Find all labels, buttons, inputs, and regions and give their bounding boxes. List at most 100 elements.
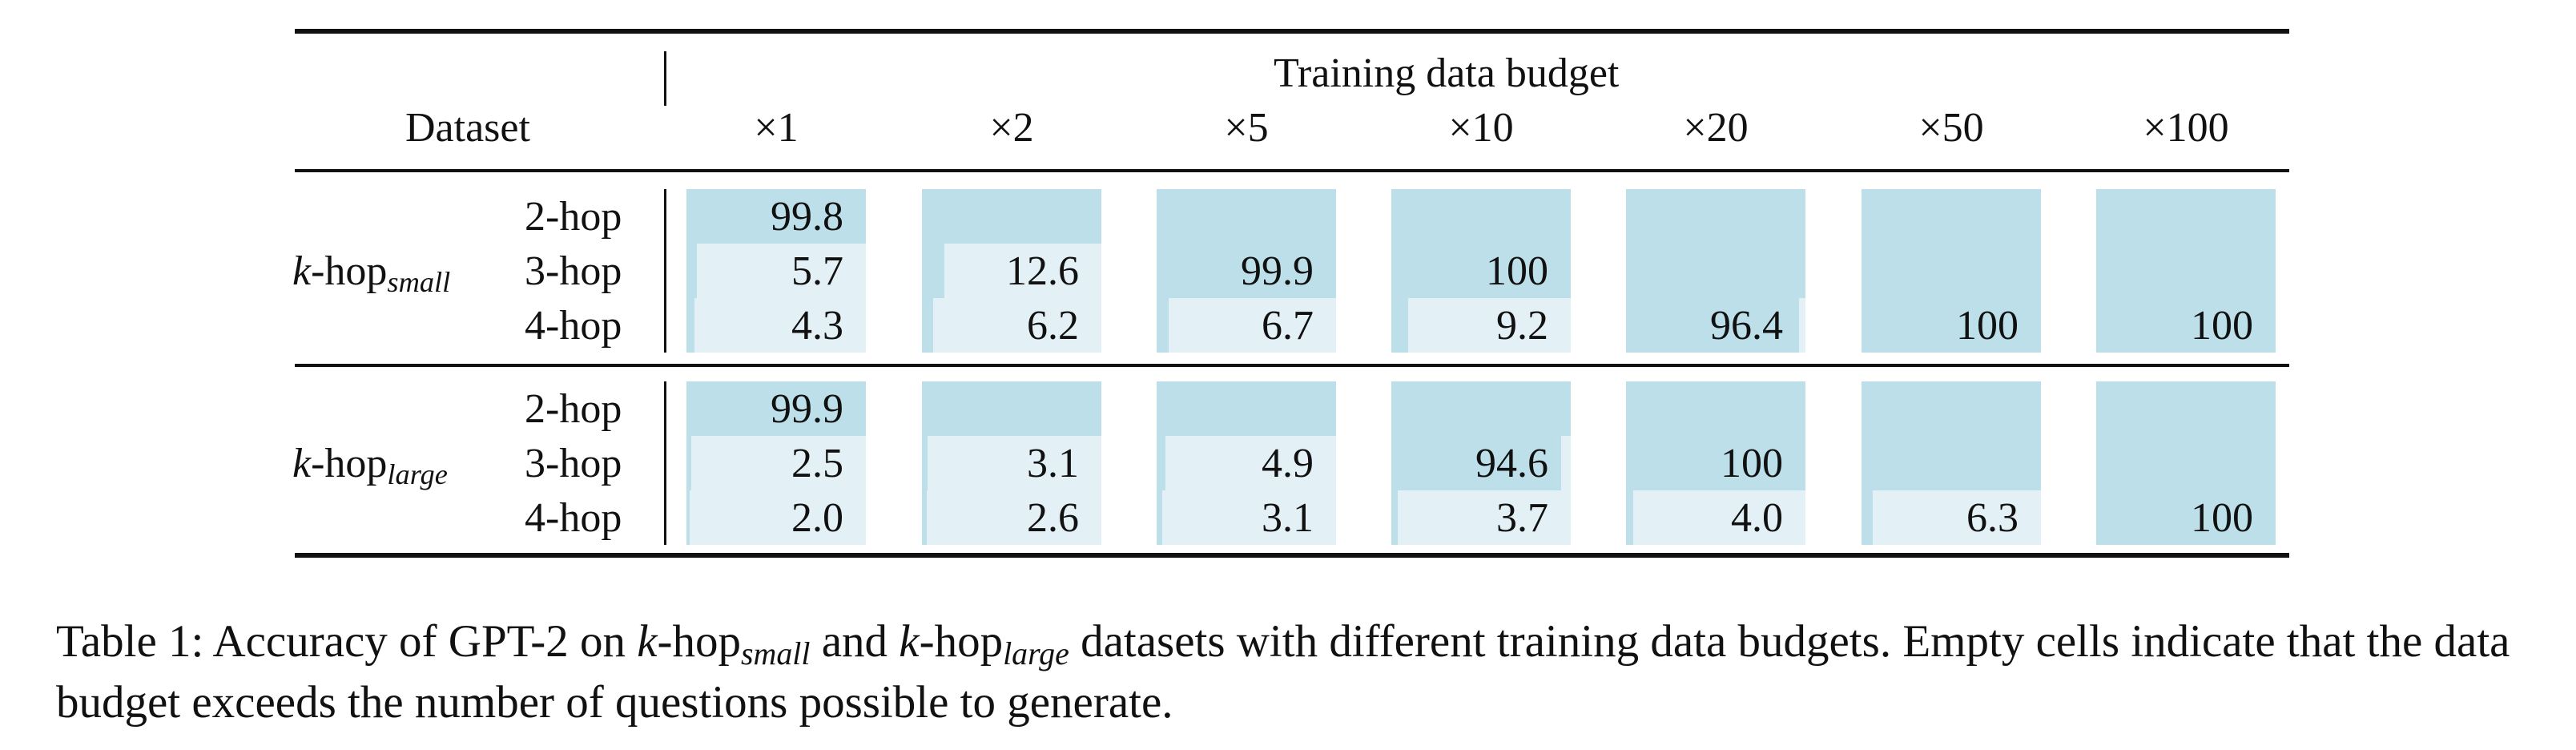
empty-cell: [1862, 436, 2041, 490]
accuracy-cell: 5.7: [686, 244, 866, 298]
accuracy-bar: [1862, 298, 2041, 353]
accuracy-cell: 4.9: [1157, 436, 1336, 490]
accuracy-cell: 4.0: [1626, 490, 1805, 545]
caption-label: Table 1:: [56, 616, 204, 667]
column-header: ×1: [754, 105, 799, 151]
accuracy-bar: [1391, 490, 1399, 545]
accuracy-bar: [922, 436, 928, 490]
accuracy-value: 4.3: [791, 303, 843, 349]
accuracy-value: 99.9: [771, 386, 843, 432]
hop-label: 2-hop: [525, 386, 622, 432]
hop-label: 3-hop: [525, 248, 622, 294]
empty-cell: [1157, 381, 1336, 436]
accuracy-bar: [922, 244, 945, 298]
accuracy-cell: 100: [2096, 298, 2276, 353]
column-header: ×100: [2143, 105, 2229, 151]
accuracy-value: 2.5: [791, 441, 843, 486]
accuracy-value: 99.9: [1241, 248, 1314, 294]
empty-cell: [1862, 244, 2041, 298]
accuracy-bar: [686, 189, 866, 244]
accuracy-cell: 94.6: [1391, 436, 1571, 490]
empty-cell: [2096, 436, 2276, 490]
accuracy-bar: [1626, 490, 1633, 545]
accuracy-cell: 99.8: [686, 189, 866, 244]
budget-header: Training data budget: [1274, 50, 1620, 96]
accuracy-cell: 2.0: [686, 490, 866, 545]
accuracy-cell: 99.9: [1157, 244, 1336, 298]
column-header: ×20: [1683, 105, 1749, 151]
accuracy-value: 4.0: [1731, 495, 1783, 541]
accuracy-value: 2.0: [791, 495, 843, 541]
accuracy-bar: [686, 298, 694, 353]
hop-label: 4-hop: [525, 495, 622, 541]
accuracy-cell: 100: [1862, 298, 2041, 353]
empty-cell: [1626, 381, 1805, 436]
empty-cell: [2096, 189, 2276, 244]
accuracy-value: 4.9: [1262, 441, 1314, 486]
accuracy-bar: [922, 490, 927, 545]
dataset-name: k-hopsmall: [292, 248, 451, 299]
accuracy-cell: 9.2: [1391, 298, 1571, 353]
header-separator: [664, 51, 666, 106]
accuracy-cell: 99.9: [686, 381, 866, 436]
accuracy-value: 3.1: [1027, 441, 1079, 486]
accuracy-value: 100: [2191, 303, 2253, 349]
accuracy-value: 12.6: [1006, 248, 1079, 294]
group-2-separator: [664, 381, 666, 545]
accuracy-bar: [2096, 490, 2276, 545]
accuracy-cell: 2.5: [686, 436, 866, 490]
empty-cell: [2096, 381, 2276, 436]
accuracy-bar: [1626, 436, 1805, 490]
accuracy-cell: 12.6: [922, 244, 1101, 298]
empty-cell: [1626, 244, 1805, 298]
column-header: ×10: [1448, 105, 1514, 151]
accuracy-cell: 6.2: [922, 298, 1101, 353]
accuracy-bar: [1862, 490, 1874, 545]
accuracy-bar: [1391, 298, 1408, 353]
table-caption: Table 1: Accuracy of GPT-2 on k-hopsmall…: [56, 616, 2510, 728]
hop-label: 4-hop: [525, 303, 622, 349]
bottom-rule: [295, 553, 2289, 558]
accuracy-value: 99.8: [771, 194, 843, 240]
accuracy-bar: [1157, 436, 1165, 490]
group-1-separator: [664, 189, 666, 353]
accuracy-value: 6.7: [1262, 303, 1314, 349]
dataset-header: Dataset: [405, 105, 530, 151]
empty-cell: [1862, 381, 2041, 436]
accuracy-value: 100: [1721, 441, 1783, 486]
empty-cell: [2096, 244, 2276, 298]
accuracy-value: 2.6: [1027, 495, 1079, 541]
accuracy-cell: 6.3: [1862, 490, 2041, 545]
accuracy-value: 100: [1486, 248, 1548, 294]
accuracy-bar: [686, 436, 691, 490]
column-header: ×50: [1918, 105, 1984, 151]
accuracy-value: 100: [2191, 495, 2253, 541]
header-rule: [295, 169, 2289, 172]
accuracy-value: 3.7: [1496, 495, 1548, 541]
accuracy-cell: 100: [1391, 244, 1571, 298]
hop-label: 2-hop: [525, 194, 622, 240]
accuracy-value: 3.1: [1262, 495, 1314, 541]
empty-cell: [922, 381, 1101, 436]
accuracy-value: 5.7: [791, 248, 843, 294]
empty-cell: [1862, 189, 2041, 244]
accuracy-bar: [1391, 244, 1571, 298]
accuracy-bar: [1157, 244, 1336, 298]
accuracy-bar: [686, 381, 866, 436]
accuracy-bar: [1157, 298, 1169, 353]
dataset-name: k-hoplarge: [292, 441, 448, 491]
accuracy-bar: [922, 298, 933, 353]
accuracy-cell: 96.4: [1626, 298, 1805, 353]
group-rule: [295, 364, 2289, 367]
accuracy-cell: 6.7: [1157, 298, 1336, 353]
column-header: ×2: [989, 105, 1034, 151]
accuracy-bar: [1157, 490, 1162, 545]
accuracy-cell: 3.7: [1391, 490, 1571, 545]
accuracy-cell: 100: [2096, 490, 2276, 545]
empty-cell: [1391, 381, 1571, 436]
accuracy-value: 94.6: [1475, 441, 1548, 486]
accuracy-cell: 3.1: [1157, 490, 1336, 545]
accuracy-value: 100: [1956, 303, 2019, 349]
accuracy-value: 6.3: [1966, 495, 2019, 541]
accuracy-bar: [686, 244, 697, 298]
